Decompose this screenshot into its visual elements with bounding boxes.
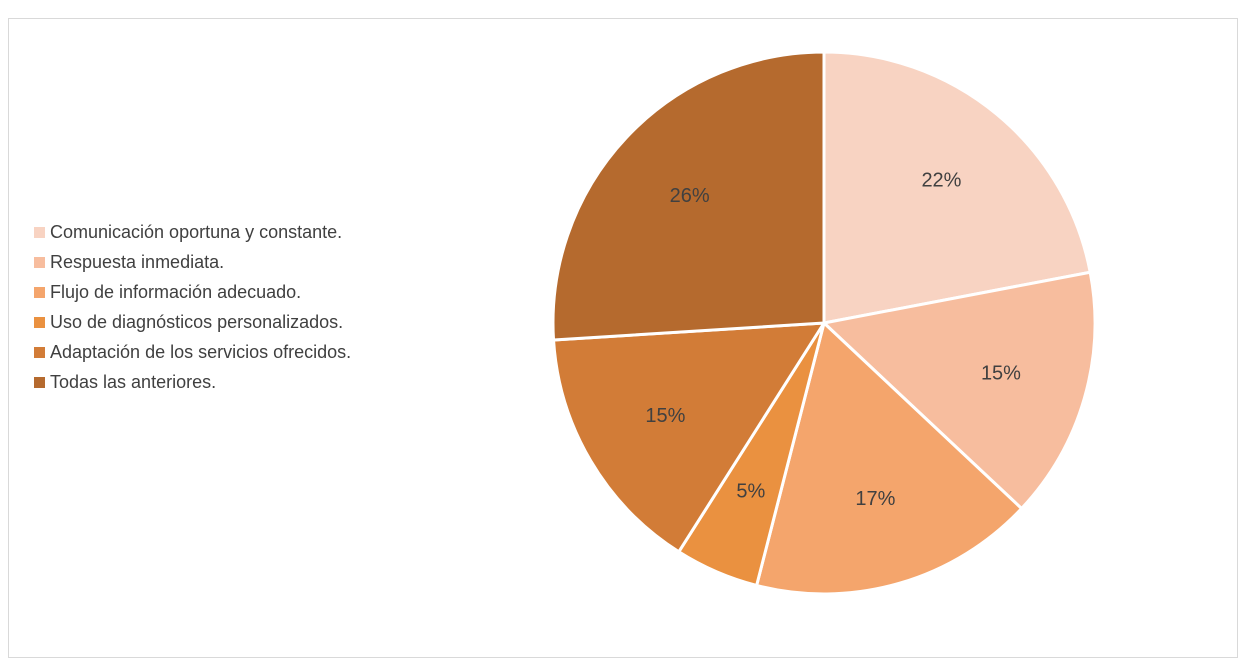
legend-swatch xyxy=(34,226,45,238)
legend-label: Uso de diagnósticos personalizados. xyxy=(50,311,344,332)
pie-data-label: 15% xyxy=(981,363,1021,385)
pie-chart: 22% 15% 17% 5% 15% 26% xyxy=(551,50,1097,596)
legend-label: Flujo de información adecuado. xyxy=(50,281,302,302)
pie-data-label: 15% xyxy=(645,405,685,427)
legend-item: Flujo de información adecuado. xyxy=(34,277,351,307)
legend-swatch xyxy=(34,316,45,328)
legend-swatch xyxy=(34,256,45,268)
legend-label: Respuesta inmediata. xyxy=(50,251,225,272)
legend-swatch xyxy=(34,376,45,388)
legend-label: Comunicación oportuna y constante. xyxy=(50,221,343,242)
legend-label: Todas las anteriores. xyxy=(50,371,217,392)
pie-data-label: 26% xyxy=(670,185,710,207)
pie-data-labels: 22% 15% 17% 5% 15% 26% xyxy=(645,169,1021,510)
legend-item: Uso de diagnósticos personalizados. xyxy=(34,307,351,337)
pie-slice xyxy=(820,270,1097,511)
pie-slices xyxy=(551,50,1097,596)
pie-slice xyxy=(551,50,826,342)
legend-label: Adaptación de los servicios ofrecidos. xyxy=(50,341,352,362)
pie-data-label: 22% xyxy=(921,169,961,191)
legend-item: Respuesta inmediata. xyxy=(34,247,351,277)
legend: Comunicación oportuna y constante. Respu… xyxy=(34,217,351,397)
pie-data-label: 5% xyxy=(736,480,765,502)
pie-slice xyxy=(754,320,1024,596)
legend-item: Comunicación oportuna y constante. xyxy=(34,217,351,247)
pie-slice xyxy=(551,321,827,554)
legend-item: Todas las anteriores. xyxy=(34,367,351,397)
legend-swatch xyxy=(34,346,45,358)
legend-swatch xyxy=(34,286,45,298)
legend-item: Adaptación de los servicios ofrecidos. xyxy=(34,337,351,367)
pie-slice xyxy=(822,50,1092,325)
pie-data-label: 17% xyxy=(855,488,895,510)
